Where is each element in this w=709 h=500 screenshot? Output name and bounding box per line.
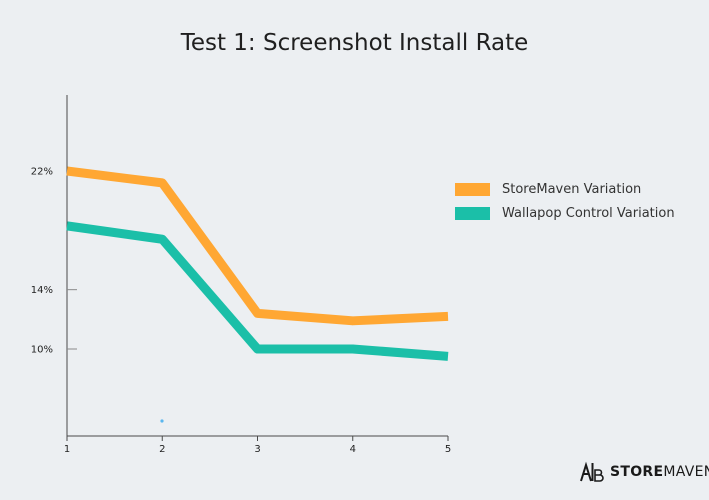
storemaven-logo: STOREMAVEN: [578, 461, 709, 483]
brand-name-bold: STORE: [610, 464, 664, 480]
brand-name: STOREMAVEN: [610, 464, 709, 480]
logo-icon: [580, 461, 604, 482]
y-tick-label: 22%: [31, 167, 53, 178]
x-tick-label: 2: [159, 444, 165, 455]
x-tick-label: 4: [350, 444, 356, 455]
legend: StoreMaven Variation Wallapop Control Va…: [455, 178, 675, 226]
series-line-0: [66, 166, 449, 326]
legend-item-wallapop: Wallapop Control Variation: [455, 202, 675, 224]
x-tick-label: 1: [64, 444, 70, 455]
y-tick-label: 14%: [31, 285, 53, 296]
legend-swatch-wallapop: [455, 206, 490, 220]
x-tick-label: 3: [254, 444, 260, 455]
brand-name-light: MAVEN: [663, 464, 709, 480]
legend-item-storemaven: StoreMaven Variation: [455, 178, 675, 200]
series-line-1: [66, 221, 449, 361]
y-tick-label: 10%: [31, 345, 53, 356]
chart-title: Test 1: Screenshot Install Rate: [180, 30, 529, 56]
series-lines: [66, 166, 449, 361]
x-tick-label: 5: [445, 444, 451, 455]
marker-dot: [160, 419, 164, 423]
legend-swatch-storemaven: [455, 182, 490, 196]
y-axis-ticks: 22% 14% 10%: [31, 167, 77, 356]
legend-label-wallapop: Wallapop Control Variation: [502, 205, 675, 221]
chart-axes: [66, 95, 448, 437]
x-axis-ticks: 1 2 3 4 5: [64, 436, 451, 455]
legend-label-storemaven: StoreMaven Variation: [502, 181, 642, 197]
